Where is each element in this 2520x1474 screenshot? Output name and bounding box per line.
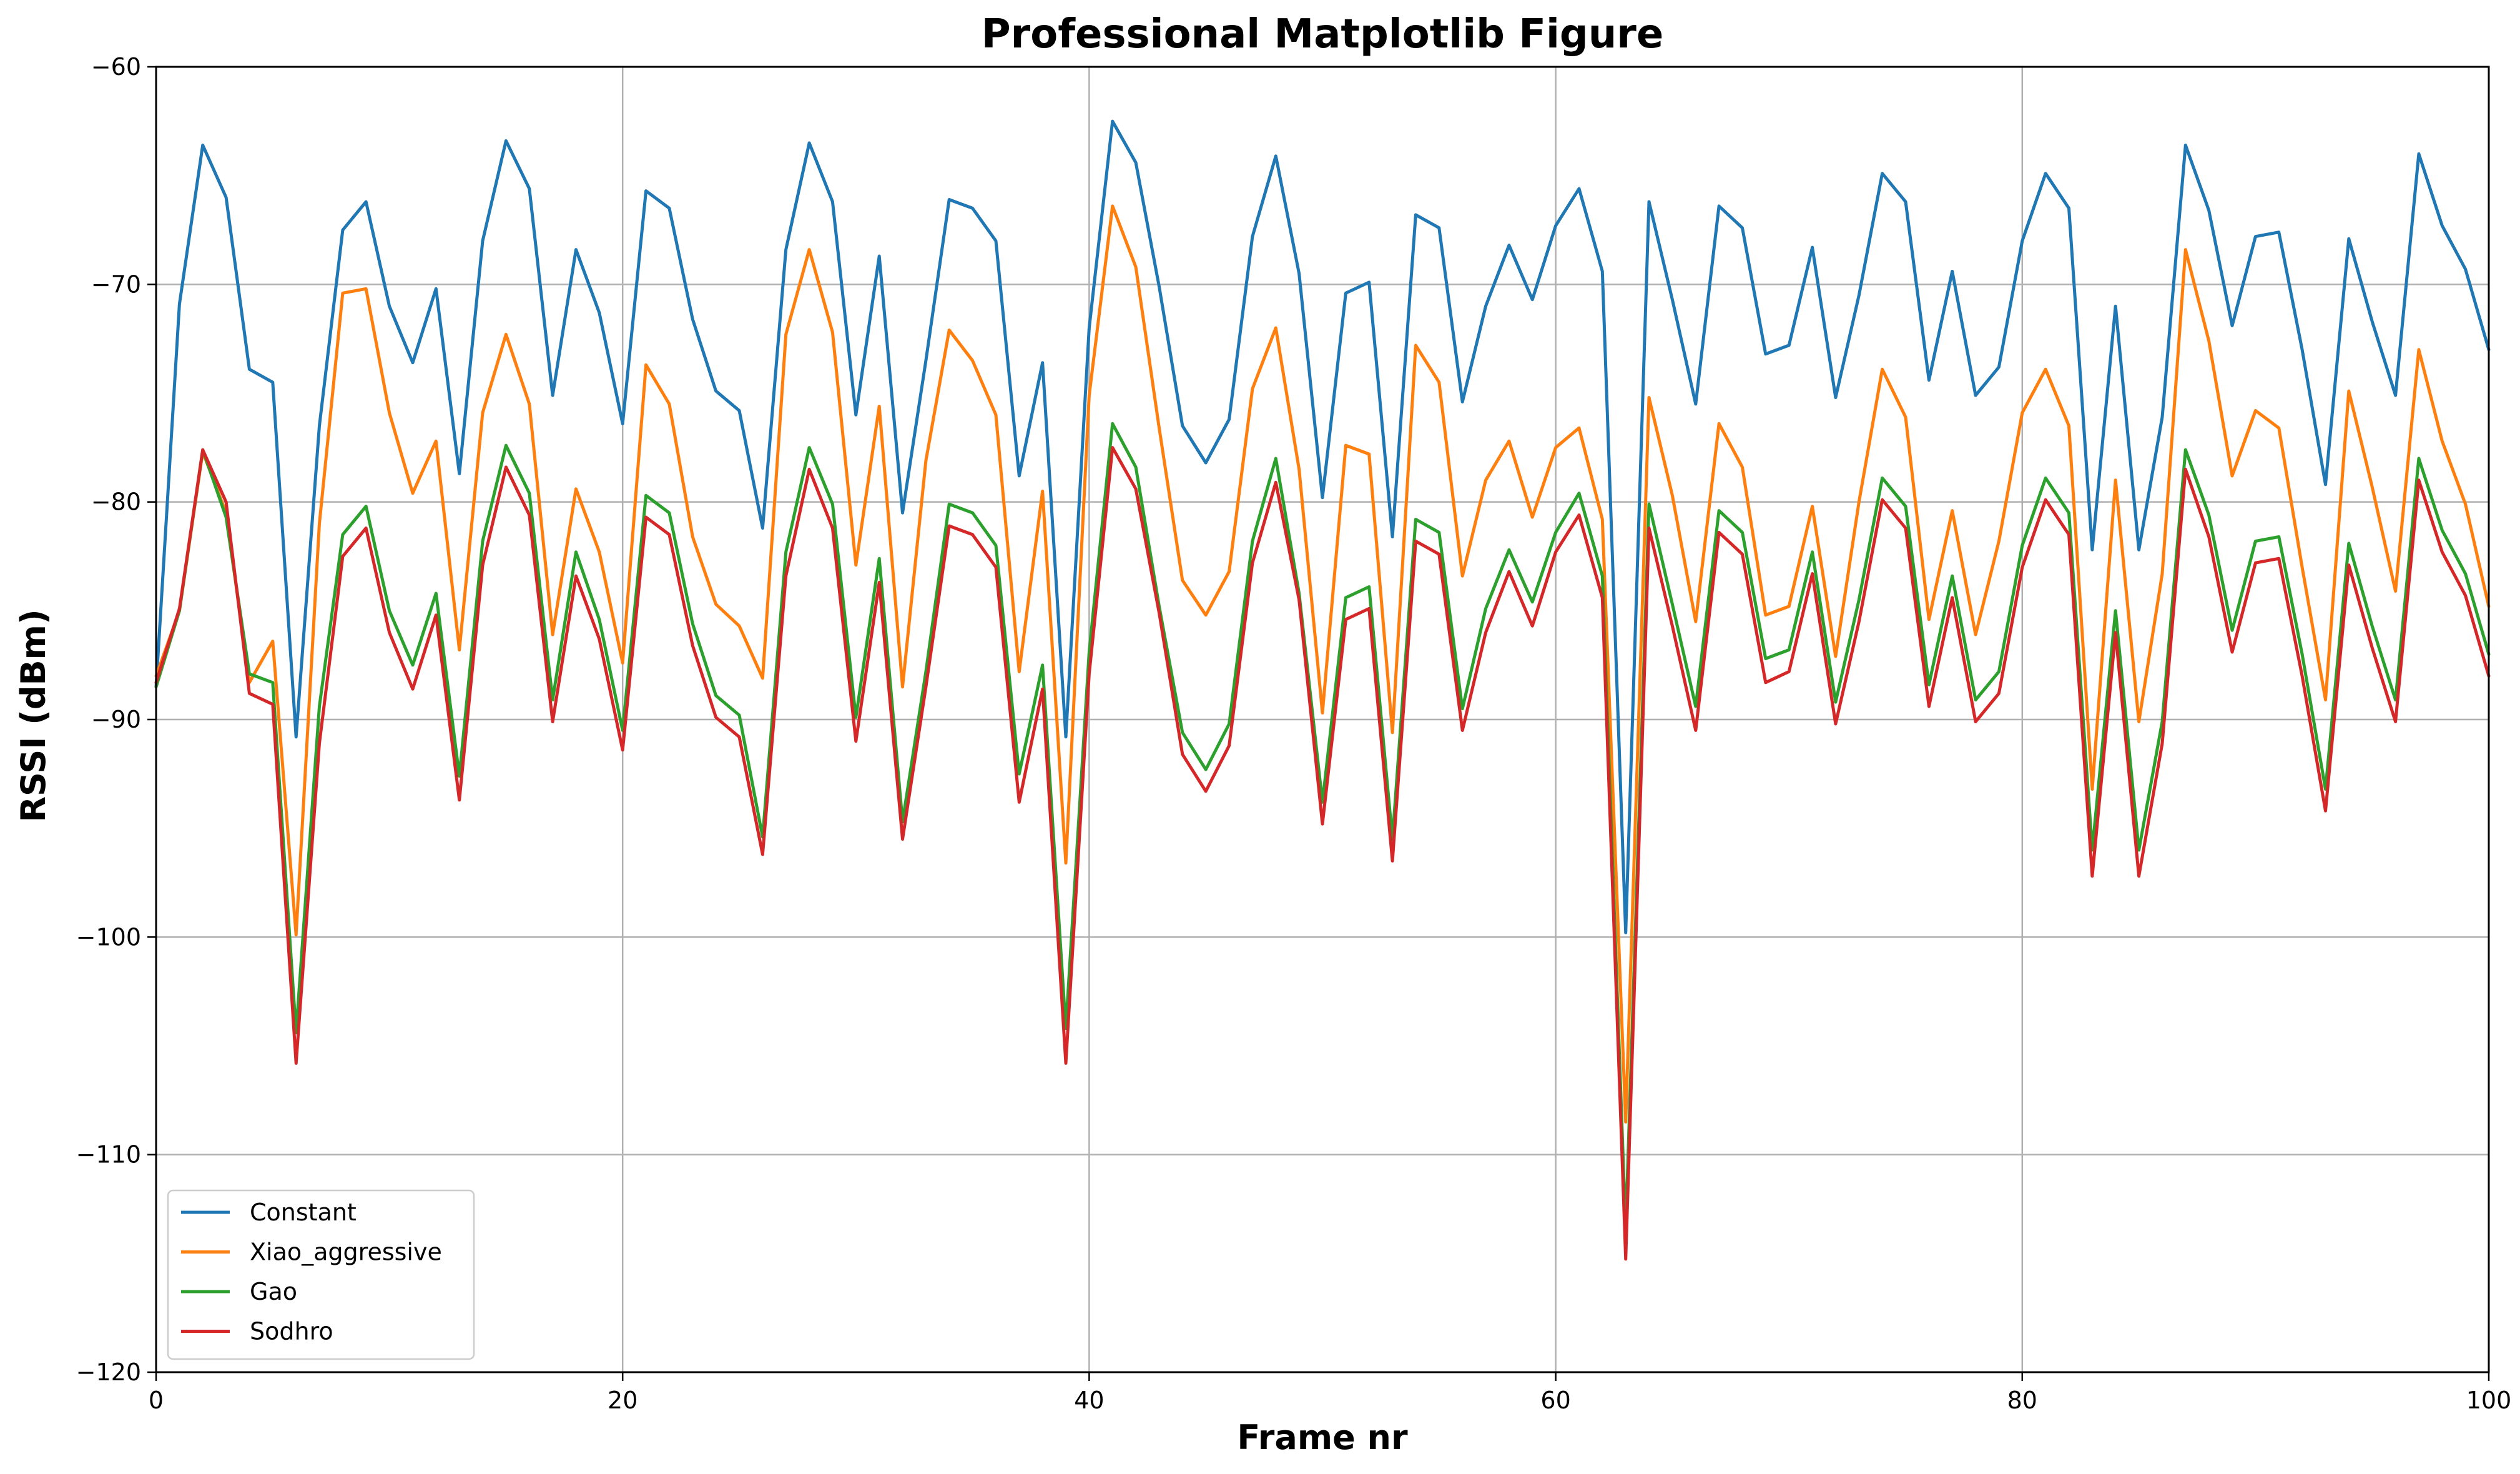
series-line-constant: [154, 119, 2491, 934]
series-lines: [154, 119, 2491, 1261]
chart-title: Professional Matplotlib Figure: [982, 11, 1664, 57]
x-axis-title: Frame nr: [1237, 1418, 1408, 1457]
y-tick-label: −60: [91, 53, 141, 81]
x-tick-label: 40: [1074, 1387, 1104, 1414]
legend-box: [167, 1189, 475, 1360]
axis-ticks: 0 20 40 60 80 100 −120 −110 −100 −90 −80 −70 −60: [76, 53, 2512, 1414]
legend-label-xiao-aggressive: Xiao_aggressive: [250, 1239, 442, 1266]
y-tick-label: −120: [76, 1358, 141, 1386]
x-tick-label: 100: [2466, 1387, 2512, 1414]
x-tick-label: 0: [149, 1387, 164, 1414]
series-line-gao: [154, 422, 2491, 1233]
legend-label-sodhro: Sodhro: [250, 1318, 333, 1345]
series-line-sodhro: [154, 446, 2491, 1261]
y-tick-label: −90: [91, 706, 141, 733]
legend-label-gao: Gao: [250, 1278, 297, 1305]
x-tick-label: 60: [1540, 1387, 1570, 1414]
y-tick-label: −110: [76, 1141, 141, 1169]
legend-label-constant: Constant: [250, 1199, 357, 1226]
y-tick-label: −80: [91, 488, 141, 516]
y-tick-label: −100: [76, 923, 141, 951]
y-tick-label: −70: [91, 270, 141, 298]
x-tick-label: 80: [2007, 1387, 2037, 1414]
x-tick-label: 20: [608, 1387, 637, 1414]
series-line-xiao-aggressive: [154, 204, 2491, 1124]
legend[interactable]: Constant Xiao_aggressive Gao Sodhro: [167, 1189, 475, 1360]
y-axis-title: RSSI (dBm): [14, 609, 53, 822]
